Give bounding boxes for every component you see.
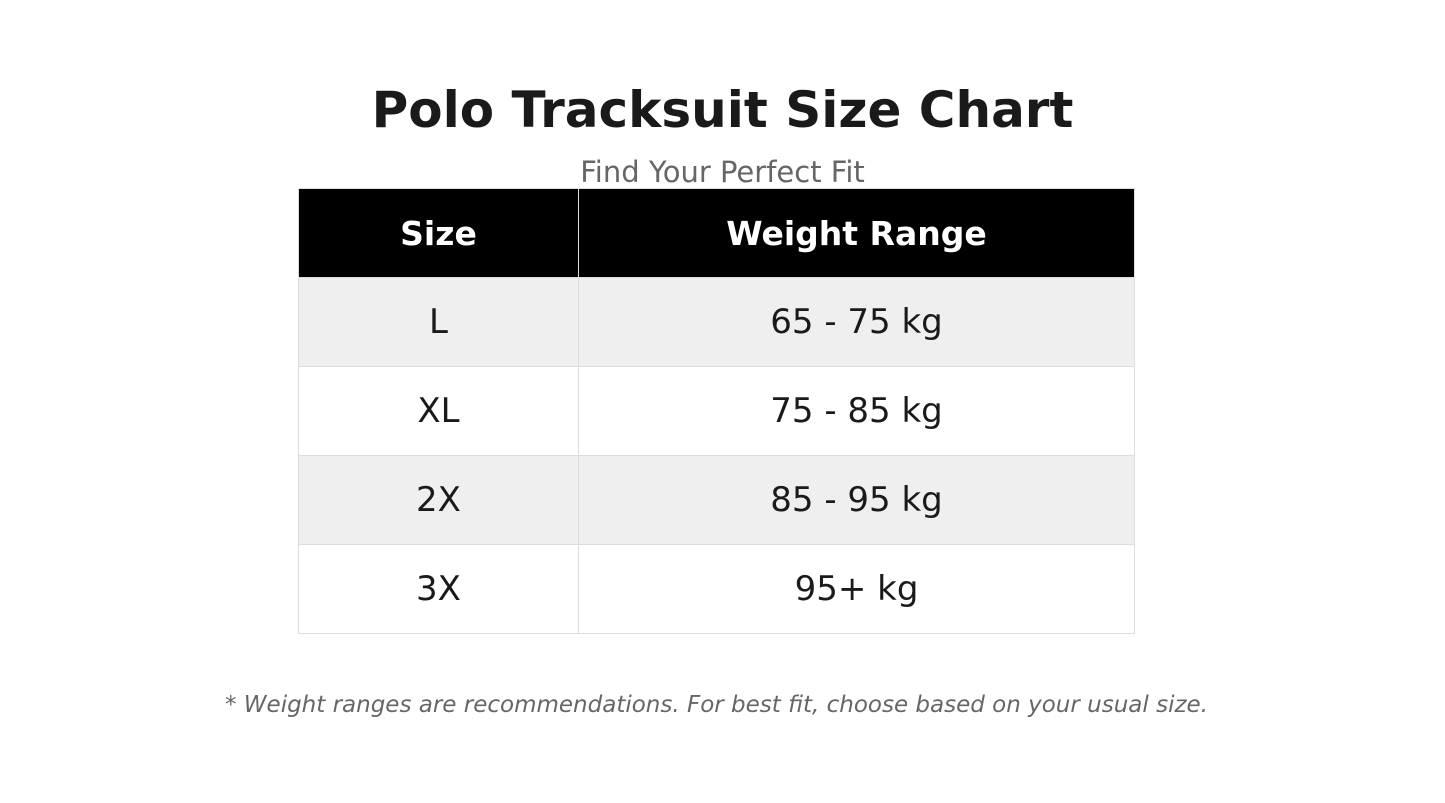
size-cell: 2X: [298, 455, 579, 545]
table-row: L 65 - 75 kg: [298, 277, 1135, 367]
title: Polo Tracksuit Size Chart: [371, 81, 1074, 139]
weight-cell: 95+ kg: [578, 544, 1135, 634]
size-cell: 3X: [298, 544, 579, 634]
subtitle: Find Your Perfect Fit: [580, 155, 865, 189]
size-cell: L: [298, 277, 579, 367]
weight-cell: 85 - 95 kg: [578, 455, 1135, 545]
size-cell: XL: [298, 366, 579, 456]
column-header: Weight Range: [578, 188, 1135, 278]
table-row: XL 75 - 85 kg: [298, 366, 1135, 456]
size-table: Size Weight Range L 65 - 75 kg XL 75 - 85 k…: [298, 188, 1135, 634]
table-body: L 65 - 75 kg XL 75 - 85 kg 2X 85 - 95 kg 3X 95+…: [298, 277, 1135, 634]
weight-cell: 65 - 75 kg: [578, 277, 1135, 367]
table-row: 3X 95+ kg: [298, 544, 1135, 634]
column-header: Size: [298, 188, 579, 278]
table-row: 2X 85 - 95 kg: [298, 455, 1135, 545]
header-row: Size Weight Range: [298, 188, 1135, 278]
footnote: * Weight ranges are recommendations. For…: [224, 692, 1208, 718]
weight-cell: 75 - 85 kg: [578, 366, 1135, 456]
